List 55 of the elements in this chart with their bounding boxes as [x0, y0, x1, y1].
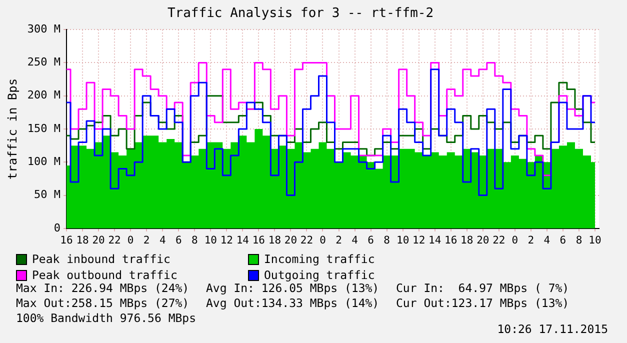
x-tick-label: 2: [336, 234, 342, 246]
x-tick-label: 16: [252, 234, 266, 246]
y-tick-label: 250 M: [27, 56, 61, 69]
x-tick-label: 4: [352, 234, 358, 246]
y-tick-label: 50 M: [34, 188, 61, 202]
x-tick-label: 6: [175, 234, 182, 246]
x-tick-label: 18: [460, 234, 474, 246]
x-tick-label: 2: [528, 234, 534, 246]
x-tick-label: 4: [159, 234, 166, 246]
text: Avg Out:134.33 MBps (14%): [206, 296, 380, 310]
legend-label: Peak outbound traffic: [32, 268, 178, 282]
x-tick-label: 10: [204, 234, 217, 246]
x-tick-label: 8: [576, 234, 582, 246]
x-tick-label: 2: [143, 234, 150, 246]
x-tick-label: 22: [300, 234, 314, 246]
x-tick-label: 6: [368, 234, 374, 246]
y-tick-label: 200 M: [27, 88, 61, 102]
text: Cur Out:123.17 MBps (13%): [396, 296, 570, 310]
x-tick-label: 16: [60, 234, 73, 246]
x-tick-label: 18: [76, 234, 89, 246]
y-tick-label: 150 M: [27, 122, 61, 135]
text: Cur In: 64.97 MBps ( 7%): [396, 281, 570, 295]
text: Avg In: 126.05 MBps (13%): [206, 281, 380, 295]
x-tick-label: 12: [220, 234, 233, 246]
x-tick-label: 8: [384, 234, 390, 246]
x-tick-label: 8: [191, 234, 198, 246]
legend-label: Peak inbound traffic: [32, 252, 170, 266]
x-tick-label: 22: [492, 234, 506, 246]
legend-label: Outgoing traffic: [264, 268, 375, 282]
x-tick-label: 20: [284, 234, 298, 246]
x-tick-label: 14: [236, 234, 249, 246]
x-tick-label: 16: [444, 234, 458, 246]
x-tick-label: 0: [320, 234, 326, 246]
y-tick-label: 100 M: [27, 154, 61, 168]
text: Max In: 226.94 MBps (24%): [16, 281, 190, 295]
x-tick-label: 12: [412, 234, 426, 246]
x-tick-label: 18: [268, 234, 282, 246]
x-tick-label: 6: [560, 234, 566, 246]
x-tick-label: 10: [588, 234, 602, 246]
legend-label: Incoming traffic: [264, 252, 375, 266]
text: 100% Bandwidth 976.56 MBps: [16, 311, 198, 325]
y-tick-label: 0: [54, 221, 61, 234]
x-tick-label: 4: [544, 234, 550, 246]
x-tick-label: 10: [396, 234, 410, 246]
x-tick-label: 14: [428, 234, 442, 246]
y-tick-label: 300 M: [27, 22, 61, 36]
text: Max Out:258.15 MBps (27%): [16, 296, 190, 310]
y-axis-title: traffic in Bps: [5, 78, 20, 180]
x-tick-label: 22: [108, 234, 121, 246]
chart-title: Traffic Analysis for 3 -- rt-ffm-2: [167, 6, 434, 22]
x-tick-label: 0: [127, 234, 134, 246]
text: 10:26 17.11.2015: [497, 322, 608, 336]
x-tick-label: 20: [92, 234, 105, 246]
x-tick-label: 20: [476, 234, 490, 246]
x-tick-label: 0: [512, 234, 518, 246]
